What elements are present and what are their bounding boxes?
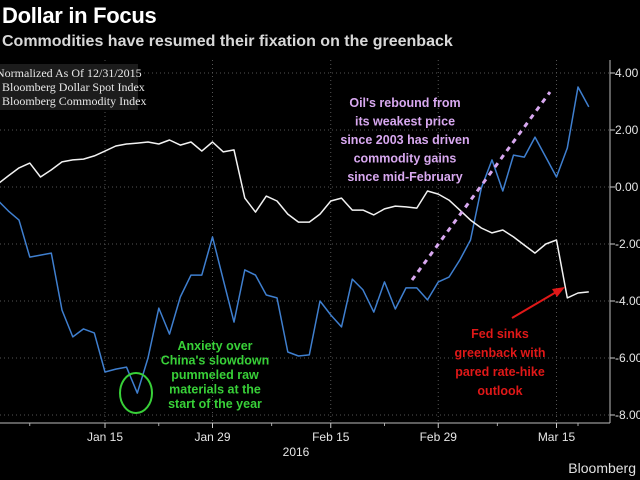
y-tick-label: 4.00: [615, 66, 639, 80]
annotation-line: materials at the: [169, 383, 261, 397]
china-annotation: Anxiety over China's slowdown pummeled raw…: [161, 339, 270, 411]
x-tick-label: Mar 15: [538, 430, 576, 444]
annotation-line: since mid-February: [347, 170, 462, 184]
chart-title: Dollar in Focus: [2, 3, 157, 28]
x-year-label: 2016: [283, 445, 310, 459]
axes: 4.00 2.00 0.00 -2.00 -4.00 -6.00 -8.00 Jan 15 Ja…: [0, 60, 640, 459]
legend: Normalized As Of 12/31/2015 Bloomberg Do…: [0, 64, 146, 110]
x-tick-label: Jan 29: [194, 430, 230, 444]
x-tick-label: Feb 15: [312, 430, 350, 444]
series-lines: [0, 86, 590, 394]
annotation-line: Oil's rebound from: [349, 96, 460, 110]
oil-trend-dashed-line: [410, 91, 552, 281]
low-point-circle: [119, 372, 153, 414]
legend-entry-commodity: Bloomberg Commodity Index: [2, 94, 146, 108]
commodity-index-line: [0, 86, 590, 394]
annotations: Oil's rebound from its weakest price since…: [119, 91, 565, 414]
annotation-line: pared rate-hike: [455, 365, 545, 379]
annotation-line: pummeled raw: [171, 368, 259, 382]
annotation-line: start of the year: [168, 397, 262, 411]
chart-subtitle: Commodities have resumed their fixation …: [2, 33, 453, 50]
y-tick-label: -4.00: [615, 294, 640, 308]
legend-title: Normalized As Of 12/31/2015: [0, 66, 142, 80]
bloomberg-logo: Bloomberg: [568, 460, 636, 476]
annotation-line: Anxiety over: [177, 339, 252, 353]
annotation-line: its weakest price: [355, 115, 455, 129]
annotation-line: Fed sinks: [471, 327, 529, 341]
fed-annotation: Fed sinks greenback with pared rate-hike ou…: [455, 327, 546, 398]
y-tick-label: -6.00: [615, 351, 640, 365]
annotation-line: greenback with: [455, 346, 546, 360]
x-tick-label: Feb 29: [420, 430, 458, 444]
dollar-index-line: [0, 139, 589, 299]
annotation-line: since 2003 has driven: [340, 133, 469, 147]
annotation-line: China's slowdown: [161, 354, 270, 368]
oil-annotation: Oil's rebound from its weakest price since…: [340, 96, 469, 184]
annotation-line: commodity gains: [354, 152, 457, 166]
y-tick-label: 2.00: [615, 123, 639, 137]
legend-background: [0, 64, 138, 110]
y-tick-label: -8.00: [615, 408, 640, 422]
y-tick-label: 0.00: [615, 180, 639, 194]
x-tick-label: Jan 15: [87, 430, 123, 444]
y-tick-label: -2.00: [615, 237, 640, 251]
annotation-line: outlook: [477, 384, 522, 398]
grid: [0, 60, 610, 423]
fed-arrow-head: [552, 287, 565, 297]
fed-arrow-line: [511, 290, 559, 319]
legend-entry-dollar: Bloomberg Dollar Spot Index: [2, 80, 145, 94]
